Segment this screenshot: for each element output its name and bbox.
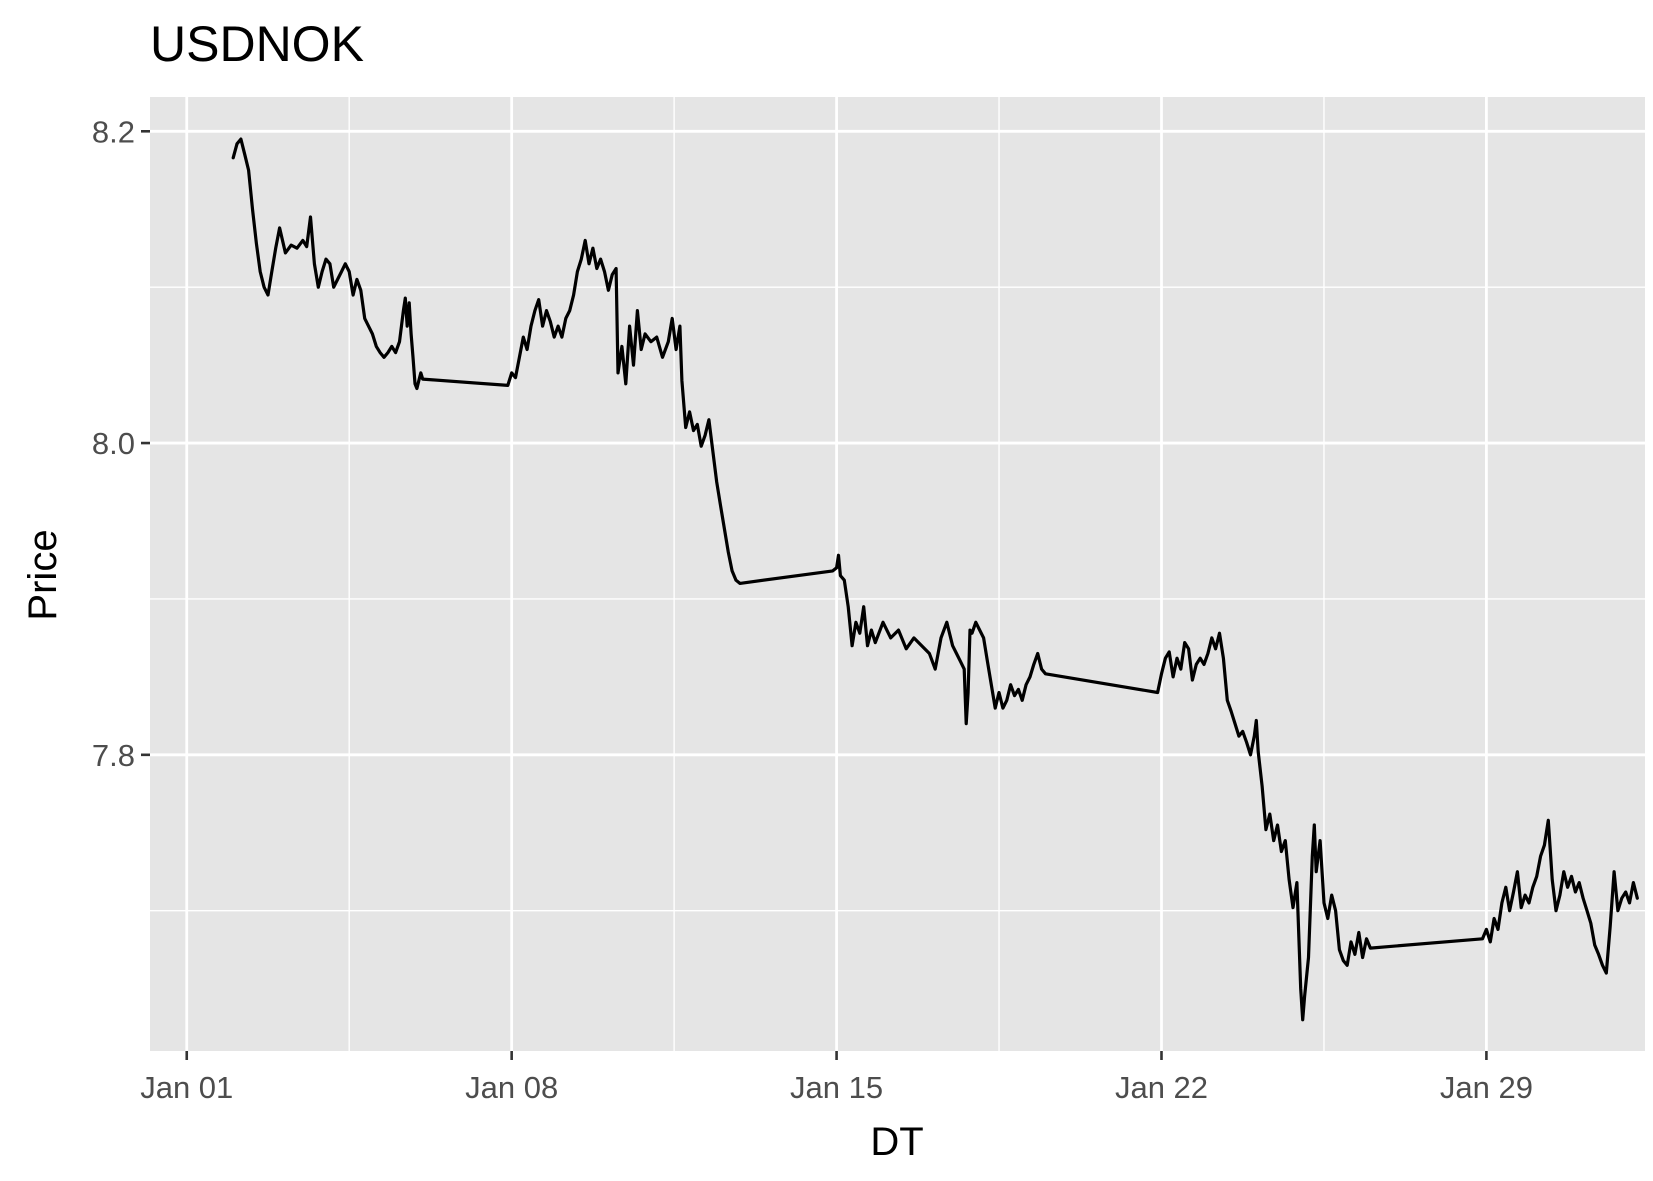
x-axis: Jan 01 Jan 08 Jan 15 Jan 22 Jan 29 [140, 1051, 1533, 1105]
y-axis: 7.8 8.0 8.2 [92, 114, 150, 773]
major-gridlines [150, 97, 1645, 1051]
y-axis-title: Price [21, 529, 65, 620]
series-line-0 [231, 137, 1639, 1022]
plot-panel [150, 97, 1645, 1051]
x-tick-label: Jan 08 [465, 1070, 558, 1105]
y-tick-label: 7.8 [92, 738, 135, 773]
chart-title: USDNOK [150, 16, 364, 72]
x-tick-label: Jan 29 [1440, 1070, 1533, 1105]
y-tick-label: 8.2 [92, 114, 135, 149]
x-axis-title: DT [870, 1120, 923, 1164]
price-series [231, 137, 1639, 1022]
minor-gridlines [150, 97, 1650, 1051]
x-tick-label: Jan 15 [790, 1070, 883, 1105]
x-tick-label: Jan 22 [1115, 1070, 1208, 1105]
x-tick-label: Jan 01 [140, 1070, 233, 1105]
y-tick-label: 8.0 [92, 426, 135, 461]
